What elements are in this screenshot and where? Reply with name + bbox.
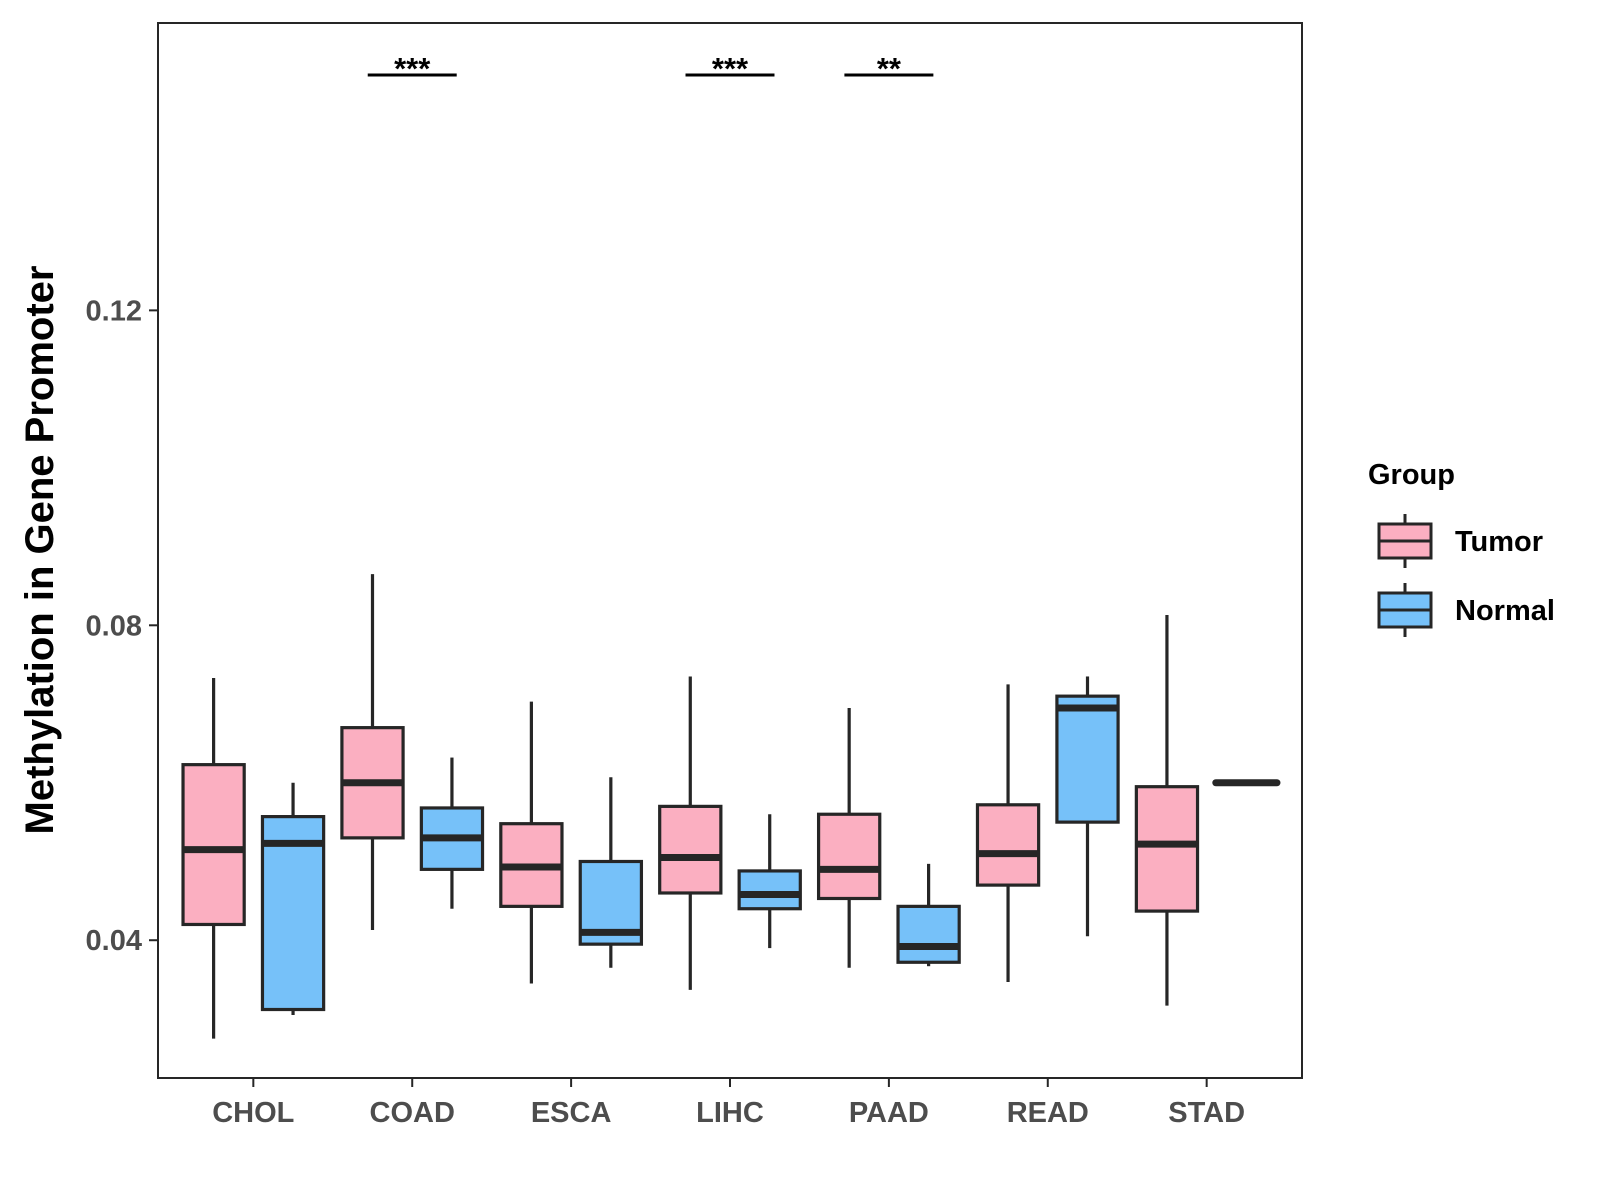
box-body [1055,694,1120,824]
box-normal-lihc [737,814,802,949]
box-body [658,804,723,895]
box-tumor-esca [499,701,564,984]
box-normal-coad [419,757,485,909]
box-body [1134,785,1200,913]
significance-label: *** [394,51,431,86]
legend-title: Group [1368,459,1455,491]
legend-key-normal: Normal [1377,583,1555,637]
box-tumor-read [975,684,1041,982]
x-tick-label: READ [1007,1097,1089,1129]
box-tumor-coad [340,574,405,930]
y-tick-label: 0.04 [86,925,142,957]
y-axis-title: Methylation in Gene Promoter [18,266,62,835]
plot-panel [157,22,1303,1079]
y-tick-label: 0.08 [86,610,142,642]
box-tumor-chol [181,678,246,1039]
significance-annotations: *** *** ** [367,51,934,86]
box-body [260,815,326,1012]
box-tumor-lihc [658,676,723,990]
box-normal-read [1055,676,1120,937]
box-body [737,869,802,911]
legend-key-tumor: Tumor [1377,514,1543,568]
x-axis: CHOL COAD ESCA LIHC PAAD READ STAD [212,1078,1245,1129]
box-normal-chol [260,782,326,1016]
significance-lihc: *** [685,51,775,86]
legend: Group Tumor Normal [1368,459,1555,637]
x-tick-label: ESCA [531,1097,612,1129]
box-body [975,803,1041,887]
x-tick-label: PAAD [849,1097,929,1129]
box-body [816,812,882,901]
boxes [181,574,1281,1039]
box-body [181,763,246,927]
significance-coad: *** [367,51,457,86]
legend-label: Normal [1455,595,1555,627]
significance-label: ** [877,51,902,86]
x-tick-label: STAD [1168,1097,1245,1129]
x-tick-label: COAD [370,1097,455,1129]
significance-label: *** [712,51,749,86]
box-tumor-paad [816,707,882,968]
box-tumor-stad [1134,615,1200,1006]
legend-keys: Tumor Normal [1377,514,1555,637]
legend-label: Tumor [1455,526,1543,558]
box-normal-paad [896,863,961,967]
x-tick-label: CHOL [212,1097,294,1129]
box-body [896,904,961,964]
y-tick-label: 0.12 [86,295,142,327]
y-axis: 0.04 0.08 0.12 [86,295,158,957]
box-normal-esca [578,777,644,968]
x-tick-label: LIHC [696,1097,764,1129]
significance-paad: ** [844,51,934,86]
